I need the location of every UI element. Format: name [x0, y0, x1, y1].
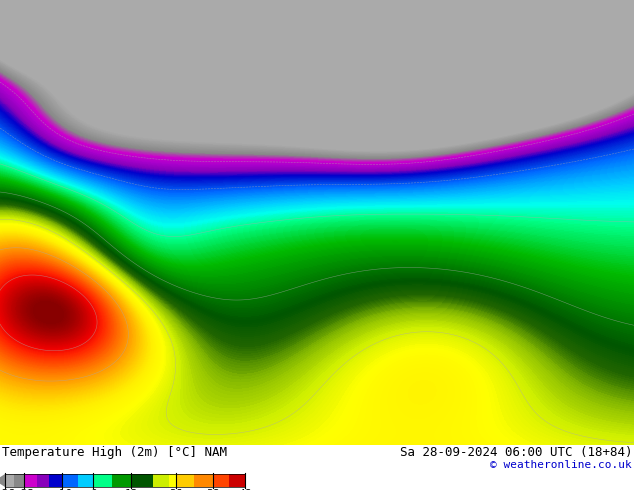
- Text: 0: 0: [90, 489, 97, 490]
- Text: Temperature High (2m) [°C] NAM: Temperature High (2m) [°C] NAM: [2, 446, 227, 459]
- Bar: [37, 474, 49, 487]
- Bar: [77, 474, 94, 487]
- Text: -10: -10: [52, 489, 72, 490]
- Bar: [24, 474, 37, 487]
- Bar: [169, 474, 176, 487]
- Bar: [131, 474, 154, 487]
- Bar: [93, 474, 113, 487]
- Bar: [176, 474, 195, 487]
- Bar: [15, 474, 25, 487]
- Text: 48: 48: [238, 489, 252, 490]
- Bar: [153, 474, 170, 487]
- Polygon shape: [0, 474, 5, 487]
- Text: Sa 28-09-2024 06:00 UTC (18+84): Sa 28-09-2024 06:00 UTC (18+84): [399, 446, 632, 459]
- Bar: [5, 474, 15, 487]
- Text: 38: 38: [207, 489, 220, 490]
- Bar: [62, 474, 78, 487]
- Text: © weatheronline.co.uk: © weatheronline.co.uk: [490, 460, 632, 470]
- Text: 12: 12: [124, 489, 138, 490]
- Bar: [230, 474, 245, 487]
- Text: 26: 26: [169, 489, 183, 490]
- Bar: [49, 474, 62, 487]
- Text: -28: -28: [0, 489, 15, 490]
- Bar: [214, 474, 230, 487]
- Text: -22: -22: [14, 489, 34, 490]
- Bar: [5, 474, 245, 487]
- Bar: [112, 474, 132, 487]
- Bar: [195, 474, 214, 487]
